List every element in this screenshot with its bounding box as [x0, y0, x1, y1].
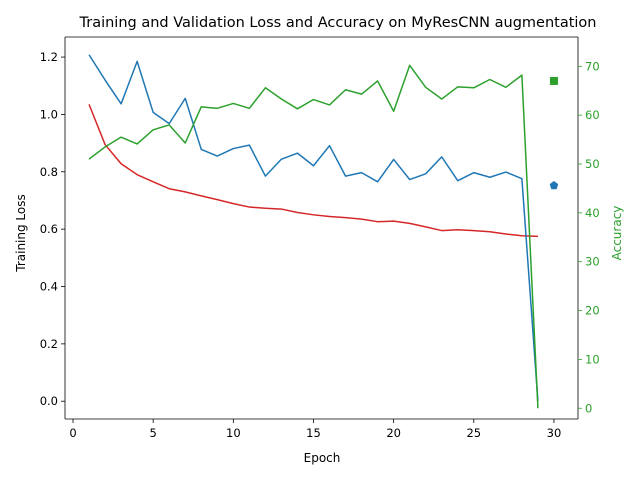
x-tick-label: 25 [466, 426, 481, 440]
series-line-1 [88, 54, 539, 402]
x-axis-label: Epoch [304, 451, 341, 465]
y-right-tick-label: 10 [585, 352, 600, 366]
y-left-axis-label: Training Loss [14, 194, 28, 272]
x-tick-label: 20 [386, 426, 401, 440]
series-line-0 [88, 104, 538, 238]
x-tick-label: 5 [150, 426, 157, 440]
x-tick-label: 10 [226, 426, 241, 440]
y-left-tick-label: 0.8 [40, 165, 58, 179]
y-right-axis-ticks: 0 10 20 30 40 50 60 70 [578, 59, 600, 415]
series-end-marker-1 [549, 181, 559, 190]
x-axis-ticks: 0 5 10 15 20 25 30 [69, 419, 561, 440]
y-left-tick-label: 1.0 [40, 107, 58, 121]
y-left-axis-ticks: 0.0 0.2 0.4 0.6 0.8 1.0 1.2 [40, 50, 65, 408]
y-left-tick-label: 0.2 [40, 337, 58, 351]
y-left-tick-label: 0.4 [40, 280, 58, 294]
y-right-tick-label: 70 [585, 59, 600, 73]
y-right-tick-label: 60 [585, 108, 600, 122]
x-tick-label: 30 [547, 426, 562, 440]
y-right-axis-label: Accuracy [610, 206, 624, 261]
y-right-tick-label: 40 [585, 206, 600, 220]
series-end-marker-2 [549, 76, 558, 85]
x-tick-label: 0 [69, 426, 76, 440]
y-left-tick-label: 1.2 [40, 50, 58, 64]
chart-title: Training and Validation Loss and Accurac… [79, 15, 597, 31]
series-line-2 [88, 64, 539, 409]
y-left-tick-label: 0.0 [40, 394, 58, 408]
y-right-tick-label: 50 [585, 157, 600, 171]
y-right-tick-label: 30 [585, 255, 600, 269]
y-right-tick-label: 0 [585, 401, 592, 415]
y-left-tick-label: 0.6 [40, 222, 58, 236]
x-tick-label: 15 [306, 426, 321, 440]
y-right-tick-label: 20 [585, 304, 600, 318]
plot-area [64, 36, 579, 420]
